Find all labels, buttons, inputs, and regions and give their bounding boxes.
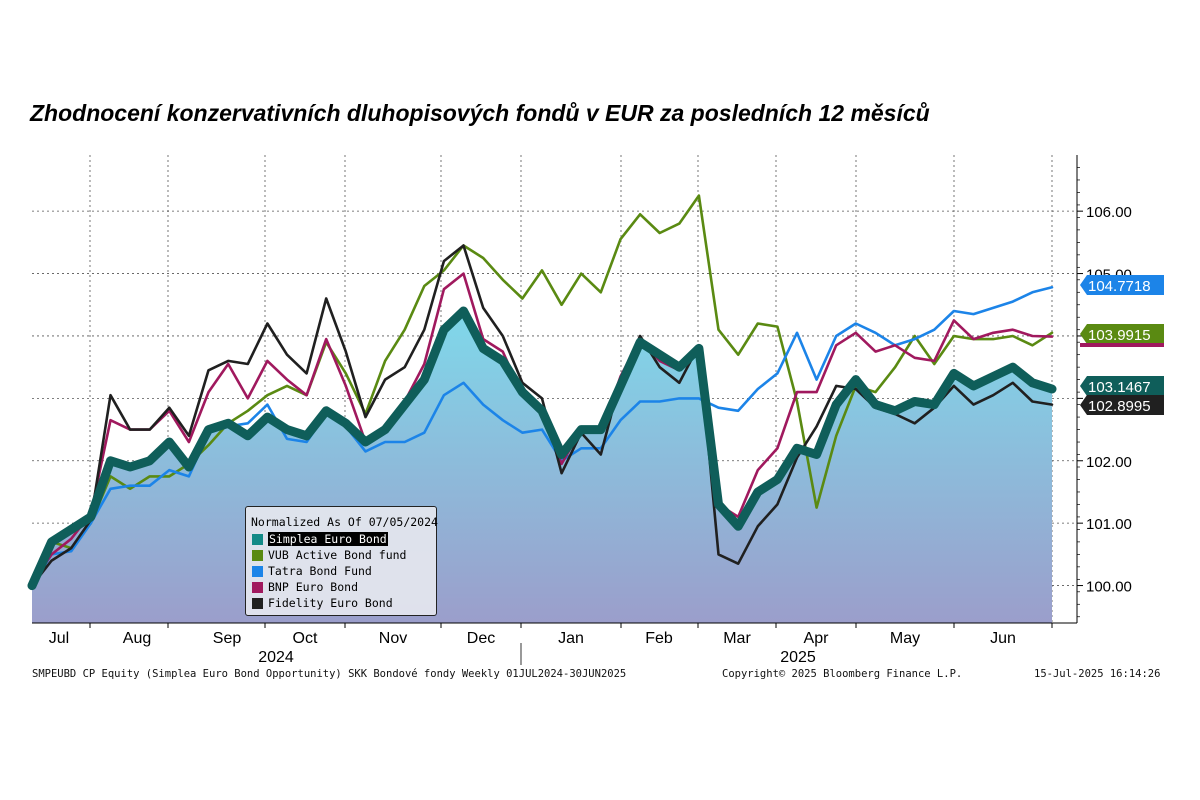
series-lines [27,194,1057,591]
x-tick-label: Sep [213,630,242,647]
x-tick-label: Mar [723,630,751,647]
x-tick-label: Apr [804,630,830,647]
x-tick-label: Nov [379,630,407,647]
value-flag [1080,395,1164,415]
x-tick-label: Oct [293,630,318,647]
legend-label: Simplea Euro Bond [268,532,388,546]
footer-copyright: Copyright© 2025 Bloomberg Finance L.P. [722,668,963,680]
value-label: 102.8995 [1088,398,1151,415]
value-flag [1080,324,1164,344]
legend-item-simplea[interactable]: Simplea Euro Bond [252,531,436,547]
x-year-label: 2024 [258,649,294,666]
value-label: 103.1467 [1088,379,1151,396]
legend-label: BNP Euro Bond [268,580,359,594]
legend-item-bnp[interactable]: BNP Euro Bond [252,579,436,595]
legend-item-fidelity[interactable]: Fidelity Euro Bond [252,595,436,611]
series-line-simplea-euro-bond [27,306,1057,591]
x-tick-label: May [890,630,920,647]
x-tick-label: Dec [467,630,495,647]
y-tick-label: 106.00 [1086,204,1132,221]
x-tick-label: Jul [49,630,69,647]
footer-source: SMPEUBD CP Equity (Simplea Euro Bond Opp… [32,668,627,680]
x-tick-label: Feb [645,630,673,647]
y-tick-label: 101.00 [1086,516,1132,533]
y-tick-label: 100.00 [1086,579,1132,596]
value-label: 103.9915 [1088,327,1151,344]
legend-item-tatra[interactable]: Tatra Bond Fund [252,563,436,579]
legend-title: Normalized As Of 07/05/2024 [251,515,438,529]
value-flag [1080,275,1164,295]
legend-swatch [252,581,263,593]
legend-label: Tatra Bond Fund [268,564,372,578]
footer-timestamp: 15-Jul-2025 16:14:26 [1034,668,1161,680]
legend-swatch [252,597,263,609]
x-year-label: 2025 [780,649,816,666]
value-label: 104.7718 [1088,278,1151,295]
value-labels: 104.7718 103.9915 103.1467 102.8995 [1080,275,1164,415]
value-flag-marker [1080,343,1164,347]
legend-swatch [252,549,263,561]
value-flag [1080,376,1164,396]
legend-label: Fidelity Euro Bond [268,596,393,610]
legend-swatch [252,533,263,545]
x-tick-label: Jan [558,630,584,647]
y-tick-label: 102.00 [1086,454,1132,471]
x-tick-label: Jun [990,630,1016,647]
legend: Normalized As Of 07/05/2024 Simplea Euro… [245,506,438,616]
legend-swatch [252,565,263,577]
legend-item-vub[interactable]: VUB Active Bond fund [252,547,436,563]
x-tick-label: Aug [123,630,151,647]
chart-title: Zhodnocení konzervativních dluhopisových… [30,100,930,126]
legend-label: VUB Active Bond fund [268,548,407,562]
